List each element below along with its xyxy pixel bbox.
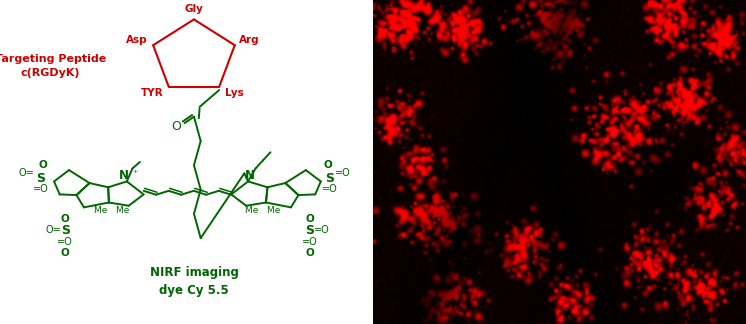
Text: =O: =O — [322, 184, 338, 193]
Text: Arg: Arg — [239, 35, 260, 45]
Text: S: S — [37, 172, 46, 185]
Text: Gly: Gly — [184, 4, 204, 14]
Text: O: O — [172, 120, 181, 133]
Text: S: S — [60, 224, 70, 237]
Text: O: O — [305, 248, 314, 258]
Text: =O: =O — [314, 225, 330, 235]
Text: O=: O= — [18, 168, 34, 178]
Text: O=: O= — [45, 225, 61, 235]
Text: N: N — [245, 169, 255, 182]
Text: O: O — [324, 160, 333, 170]
Text: =O: =O — [334, 168, 351, 178]
Text: =O: =O — [33, 184, 49, 193]
Text: Targeting Peptide
c(RGDyK): Targeting Peptide c(RGDyK) — [0, 54, 106, 78]
Text: NIRF imaging
dye Cy 5.5: NIRF imaging dye Cy 5.5 — [149, 266, 239, 297]
Text: Me   Me: Me Me — [94, 206, 130, 215]
Text: Lys: Lys — [225, 88, 243, 98]
Text: =O: =O — [301, 237, 318, 247]
Text: O: O — [61, 214, 69, 224]
Text: O: O — [39, 160, 47, 170]
Text: N: N — [119, 169, 129, 182]
Text: S: S — [325, 172, 335, 185]
Text: Asp: Asp — [125, 35, 147, 45]
Text: Me   Me: Me Me — [245, 206, 280, 215]
Text: O: O — [61, 248, 69, 258]
Text: S: S — [305, 224, 314, 237]
Text: O: O — [305, 214, 314, 224]
Text: $^+$: $^+$ — [131, 169, 139, 178]
Text: =O: =O — [57, 237, 73, 247]
Text: TYR: TYR — [141, 88, 163, 98]
